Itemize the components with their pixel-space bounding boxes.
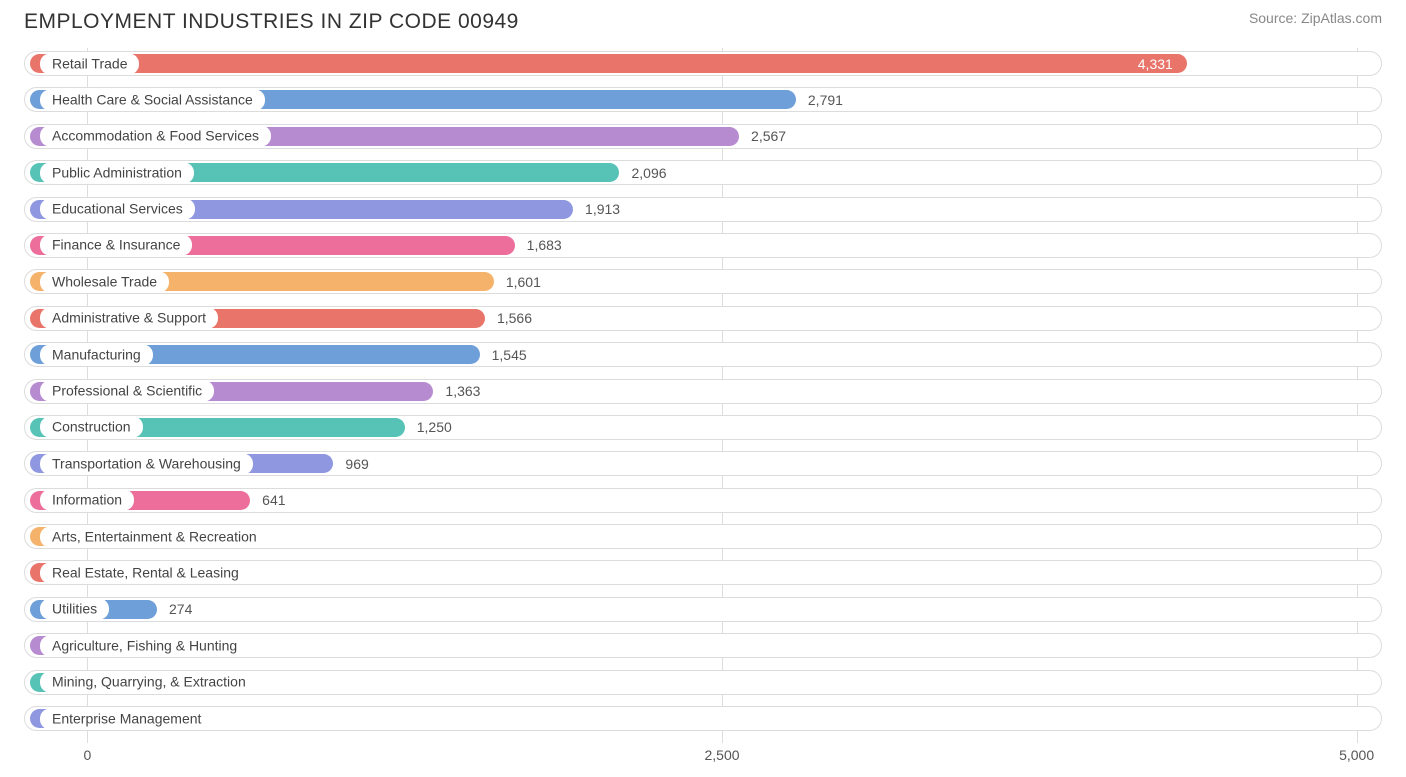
bar-track — [24, 597, 1382, 622]
bar-row: Wholesale Trade 1,601 — [24, 266, 1382, 297]
bar-value-label: 2,567 — [751, 128, 786, 144]
chart-title: EMPLOYMENT INDUSTRIES IN ZIP CODE 00949 — [24, 10, 519, 34]
x-tick-label: 5,000 — [1339, 747, 1374, 763]
bar-category-label: Information — [40, 490, 134, 511]
bar-row: Manufacturing 1,545 — [24, 339, 1382, 370]
x-tick-label: 0 — [84, 747, 92, 763]
bar-row: Health Care & Social Assistance 2,791 — [24, 84, 1382, 115]
bar-value-label: 641 — [262, 492, 285, 508]
bar-category-label: Real Estate, Rental & Leasing — [40, 562, 251, 583]
bar-fill — [30, 54, 1187, 73]
bar-category-label: Agriculture, Fishing & Hunting — [40, 635, 249, 656]
bar-category-label: Professional & Scientific — [40, 381, 214, 402]
bar-category-label: Wholesale Trade — [40, 271, 169, 292]
bar-row: Administrative & Support 1,566 — [24, 303, 1382, 334]
bar-category-label: Retail Trade — [40, 53, 139, 74]
bar-value-label: 4,331 — [1138, 56, 1173, 72]
bar-value-label: 274 — [169, 601, 192, 617]
bar-category-label: Utilities — [40, 599, 109, 620]
bar-value-label: 1,566 — [497, 310, 532, 326]
bar-row: Agriculture, Fishing & Hunting22 — [24, 630, 1382, 661]
bar-row: Transportation & Warehousing 969 — [24, 448, 1382, 479]
bar-category-label: Manufacturing — [40, 344, 153, 365]
bar-category-label: Enterprise Management — [40, 708, 213, 729]
chart-header: EMPLOYMENT INDUSTRIES IN ZIP CODE 00949 … — [0, 0, 1406, 34]
bar-value-label: 969 — [345, 456, 368, 472]
bar-track — [24, 706, 1382, 731]
bar-value-label: 2,096 — [631, 165, 666, 181]
bar-row: Finance & Insurance 1,683 — [24, 230, 1382, 261]
bar-value-label: 1,363 — [445, 383, 480, 399]
bar-category-label: Administrative & Support — [40, 308, 218, 329]
bar-row: Accommodation & Food Services 2,567 — [24, 121, 1382, 152]
bar-category-label: Construction — [40, 417, 143, 438]
bar-category-label: Transportation & Warehousing — [40, 453, 253, 474]
bar-row: Information 641 — [24, 485, 1382, 516]
bar-value-label: 1,545 — [492, 347, 527, 363]
bar-category-label: Health Care & Social Assistance — [40, 89, 265, 110]
bar-row: Construction 1,250 — [24, 412, 1382, 443]
bar-category-label: Accommodation & Food Services — [40, 126, 271, 147]
bar-category-label: Finance & Insurance — [40, 235, 192, 256]
bar-value-label: 1,683 — [527, 237, 562, 253]
bar-row: Enterprise Management0 — [24, 703, 1382, 734]
bar-value-label: 1,601 — [506, 274, 541, 290]
bar-row: Professional & Scientific 1,363 — [24, 376, 1382, 407]
bar-category-label: Educational Services — [40, 199, 195, 220]
bar-category-label: Arts, Entertainment & Recreation — [40, 526, 269, 547]
x-axis: 0 2,500 5,000 — [24, 747, 1382, 767]
bar-category-label: Mining, Quarrying, & Extraction — [40, 672, 258, 693]
bar-row: Real Estate, Rental & Leasing361 — [24, 557, 1382, 588]
bar-row: Arts, Entertainment & Recreation419 — [24, 521, 1382, 552]
bar-row: Mining, Quarrying, & Extraction0 — [24, 667, 1382, 698]
bar-category-label: Public Administration — [40, 162, 194, 183]
bar-value-label: 1,913 — [585, 201, 620, 217]
bar-row: Public Administration 2,096 — [24, 157, 1382, 188]
chart-area: Retail Trade 4,331 Health Care & Social As… — [24, 48, 1382, 743]
bar-value-label: 2,791 — [808, 92, 843, 108]
bar-row: Educational Services 1,913 — [24, 194, 1382, 225]
chart-source: Source: ZipAtlas.com — [1249, 10, 1382, 26]
bar-row: Retail Trade 4,331 — [24, 48, 1382, 79]
x-tick-label: 2,500 — [705, 747, 740, 763]
bar-value-label: 1,250 — [417, 419, 452, 435]
bar-row: Utilities 274 — [24, 594, 1382, 625]
